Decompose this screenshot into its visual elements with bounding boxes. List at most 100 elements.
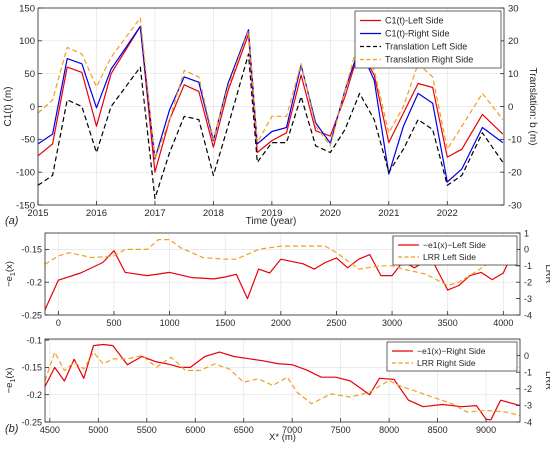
y-right-tick-label: -1	[524, 368, 532, 378]
y-tick-label: -0.1	[26, 335, 42, 345]
chart-panel-2: 4500 5000 5500 6000 6500 7000 7500 8000 8500 9000…	[4, 335, 550, 443]
y-right-tick-label: -3	[524, 401, 532, 411]
x-axis-label: X* (m)	[269, 432, 296, 443]
y-axis-label-main: −e	[4, 276, 15, 287]
y-tick-label: -0.25	[21, 417, 42, 427]
x-tick-label: 1500	[215, 318, 235, 328]
x-tick-label: 2021	[378, 208, 399, 219]
x-tick-label: 0	[56, 318, 61, 328]
series-line-1	[44, 351, 521, 416]
x-axis-label: Time (year)	[246, 216, 297, 227]
x-tick-label: 6500	[234, 425, 254, 435]
y-right-tick-label: 30	[508, 3, 519, 14]
x-tick-label: 8000	[379, 425, 399, 435]
y-tick-label: -0.15	[21, 363, 42, 373]
legend-label-0: −e1(x)−Left Side	[423, 240, 486, 250]
x-tick-label: 1000	[160, 318, 180, 328]
y-right-axis-label: Translation: b (m)	[527, 68, 538, 146]
x-tick-label: 3000	[382, 318, 402, 328]
y-right-tick-label: -20	[508, 167, 522, 178]
legend: C1(t)-Left Side C1(t)-Right Side Translati…	[354, 10, 502, 69]
x-tick-label: 2000	[271, 318, 291, 328]
y-tick-label: -150	[16, 200, 35, 211]
y-right-tick-label: 1	[524, 228, 529, 238]
x-tick-label: 4500	[40, 425, 60, 435]
y-right-tick-label: -4	[524, 417, 532, 427]
x-tick-label: 2016	[86, 208, 107, 219]
y-tick-label: 150	[19, 3, 35, 14]
panel-label: (b)	[5, 423, 19, 435]
y-right-tick-label: -1	[524, 261, 532, 271]
legend: −e1(x)−Left Side LRR Left Side	[392, 235, 518, 266]
x-tick-label: 8500	[428, 425, 448, 435]
series-line-0	[37, 25, 504, 173]
series-line-0	[44, 249, 515, 311]
x-tick-label: 6000	[185, 425, 205, 435]
y-tick-label: 100	[19, 36, 35, 47]
y-tick-label: -0.2	[26, 278, 42, 288]
x-tick-label: 3500	[438, 318, 458, 328]
y-tick-label: -50	[21, 135, 35, 146]
x-tick-label: 2015	[27, 208, 48, 219]
y-right-tick-label: -4	[524, 310, 532, 320]
x-tick-label: 4000	[493, 318, 513, 328]
legend-label-0: C1(t)-Left Side	[385, 16, 444, 26]
x-tick-label: 2500	[326, 318, 346, 328]
y-tick-label: -0.15	[21, 245, 42, 255]
y-right-tick-label: -3	[524, 294, 532, 304]
x-tick-label: 9000	[476, 425, 496, 435]
y-axis-label-sub: 1	[10, 272, 17, 276]
y-axis-label-suffix: (x)	[4, 368, 15, 379]
legend-label-3: Translation Right Side	[385, 55, 473, 65]
y-tick-label: 0	[30, 102, 35, 113]
y-tick-label: -0.2	[26, 390, 42, 400]
legend: −e1(x)−Right Side LRR Right Side	[386, 341, 518, 372]
x-tick-label: 2017	[144, 208, 165, 219]
x-tick-label: 7000	[282, 425, 302, 435]
x-tick-label: 2020	[320, 208, 341, 219]
y-right-axis-label: LRR	[543, 264, 550, 283]
x-tick-label: 500	[106, 318, 121, 328]
series-line-0	[44, 343, 521, 421]
y-right-tick-label: -2	[524, 278, 532, 288]
legend-box	[392, 235, 518, 266]
x-tick-label: 2019	[261, 208, 282, 219]
x-tick-label: 5500	[137, 425, 157, 435]
y-right-tick-label: -2	[524, 384, 532, 394]
chart-panel-1: 0 500 1000 1500 2000 2500 3000 3500 4000 -0.25 -0.…	[4, 228, 550, 328]
y-axis-label-sub: 1	[10, 379, 17, 383]
y-right-tick-label: -30	[508, 200, 522, 211]
legend-label-1: C1(t)-Right Side	[385, 29, 450, 39]
axes-frame	[44, 338, 521, 423]
y-right-tick-label: 0	[524, 351, 529, 361]
series-line-1	[37, 25, 504, 183]
axes-frame	[44, 232, 521, 316]
y-axis-label-suffix: (x)	[4, 261, 15, 272]
series-line-1	[44, 239, 521, 287]
y-axis-label: −e1(x)	[4, 261, 17, 287]
x-tick-label: 5000	[88, 425, 108, 435]
y-right-axis-label: LRR	[543, 371, 550, 390]
legend-label-2: Translation Left Side	[385, 42, 467, 52]
x-tick-label: 7500	[331, 425, 351, 435]
y-right-tick-label: 20	[508, 36, 519, 47]
y-right-tick-label: 0	[508, 102, 513, 113]
y-axis-label-main: −e	[4, 383, 15, 394]
y-tick-label: -100	[16, 167, 35, 178]
legend-label-1: LRR Left Side	[423, 252, 476, 262]
chart-panel-0: 2015 2016 2017 2018 2019 2020 2021 2022-150-100…	[3, 3, 538, 227]
legend-label-1: LRR Right Side	[417, 358, 476, 368]
x-tick-label: 2022	[437, 208, 458, 219]
panel-label: (a)	[5, 215, 19, 227]
y-right-tick-label: -10	[508, 135, 522, 146]
y-tick-label: -0.25	[21, 310, 42, 320]
x-tick-label: 2018	[203, 208, 224, 219]
legend-box	[386, 341, 518, 372]
y-right-tick-label: 10	[508, 69, 519, 80]
y-axis-label: −e1(x)	[4, 368, 17, 394]
legend-label-0: −e1(x)−Right Side	[417, 346, 486, 356]
y-tick-label: 50	[24, 69, 35, 80]
y-axis-label: C1(t) (m)	[3, 87, 14, 127]
y-right-tick-label: 0	[524, 245, 529, 255]
